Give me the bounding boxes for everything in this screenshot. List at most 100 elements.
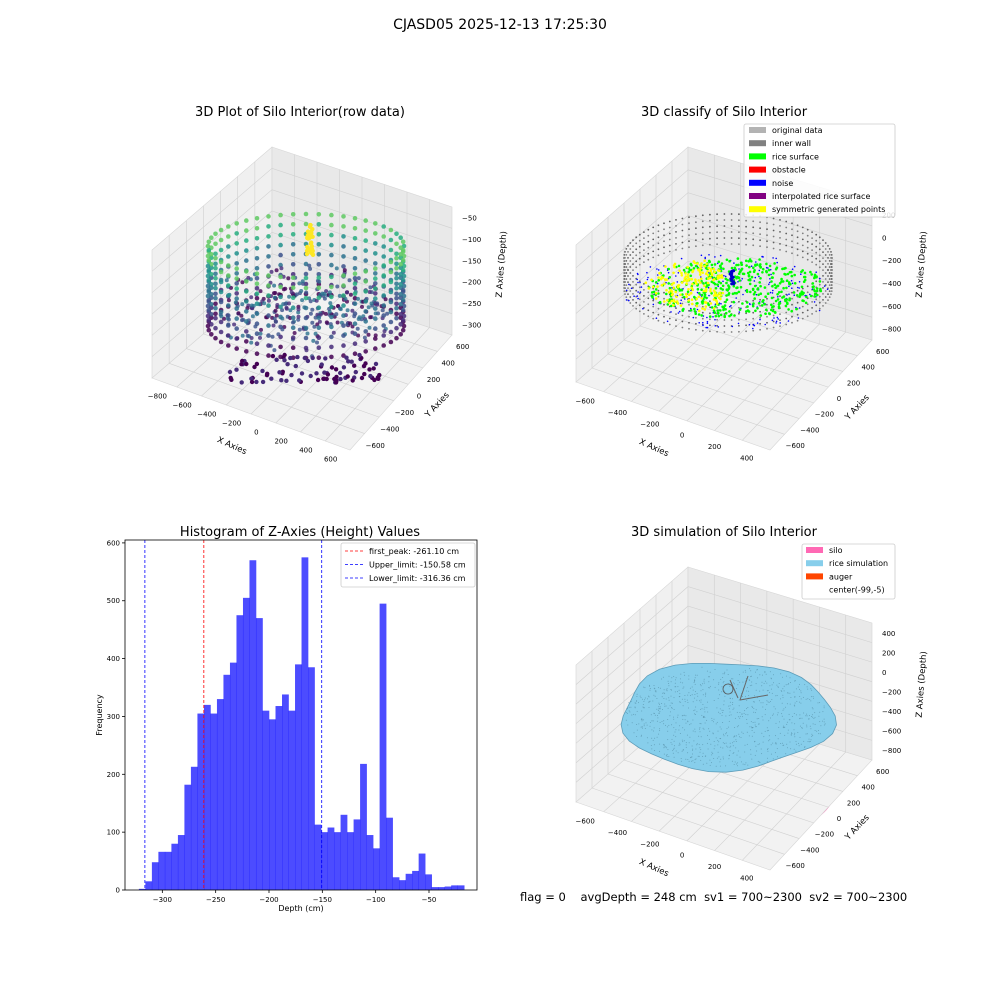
surface-grid-dot bbox=[685, 758, 687, 760]
legend-label: Lower_limit: -316.36 cm bbox=[369, 574, 466, 583]
surface-grid-dot bbox=[648, 701, 650, 703]
symmetric-point bbox=[670, 299, 673, 303]
data-point bbox=[234, 276, 239, 281]
surface-grid-dot bbox=[814, 716, 816, 718]
rice-surface-point bbox=[781, 280, 785, 283]
surface-grid-dot bbox=[729, 711, 731, 713]
surface-grid-dot bbox=[823, 707, 825, 709]
data-point bbox=[381, 224, 387, 229]
surface-grid-dot bbox=[746, 708, 748, 710]
data-point bbox=[284, 306, 289, 311]
surface-grid-dot bbox=[644, 697, 646, 699]
data-point bbox=[329, 324, 334, 330]
rice-surface-point bbox=[696, 287, 700, 291]
surface-grid-dot bbox=[659, 687, 661, 689]
data-point bbox=[350, 378, 355, 383]
inner-wall-point bbox=[745, 231, 747, 234]
inner-wall-point bbox=[830, 290, 833, 292]
inner-wall-point bbox=[657, 295, 660, 298]
z-tick-label: −50 bbox=[462, 215, 477, 223]
data-point bbox=[343, 296, 348, 301]
symmetric-point bbox=[718, 292, 721, 295]
rice-surface-point bbox=[726, 289, 729, 292]
rice-surface-point bbox=[707, 259, 711, 263]
inner-wall-point bbox=[772, 241, 775, 244]
data-point bbox=[341, 244, 346, 249]
symmetric-point bbox=[699, 264, 702, 267]
z-axis-label: Z Axies (Depth) bbox=[495, 231, 510, 298]
rice-surface-point bbox=[732, 300, 735, 304]
surface-grid-dot bbox=[752, 722, 754, 723]
data-point bbox=[244, 361, 249, 367]
surface-grid-dot bbox=[692, 760, 694, 762]
surface-grid-dot bbox=[775, 735, 776, 737]
data-point bbox=[300, 298, 305, 303]
data-point bbox=[282, 358, 287, 363]
inner-wall-point bbox=[716, 324, 718, 327]
noise-point bbox=[791, 268, 794, 271]
inner-wall-point bbox=[695, 227, 697, 230]
data-point bbox=[352, 266, 358, 271]
surface-grid-dot bbox=[742, 732, 744, 734]
surface-grid-dot bbox=[777, 738, 779, 740]
symmetric-point bbox=[704, 301, 708, 304]
surface-grid-dot bbox=[742, 696, 743, 697]
data-point bbox=[278, 274, 283, 280]
surface-grid-dot bbox=[663, 720, 665, 722]
surface-grid-dot bbox=[675, 679, 676, 681]
rice-surface-point bbox=[724, 277, 728, 281]
inner-wall-point bbox=[738, 330, 740, 333]
inner-wall-point bbox=[811, 243, 813, 246]
data-point bbox=[305, 358, 311, 364]
surface-grid-dot bbox=[673, 718, 675, 720]
data-point bbox=[324, 376, 329, 382]
symmetric-point bbox=[705, 262, 708, 266]
surface-grid-dot bbox=[749, 726, 751, 728]
surface-grid-dot bbox=[668, 756, 670, 758]
z-tick-label: −800 bbox=[882, 747, 901, 755]
inner-wall-point bbox=[738, 225, 740, 228]
inner-wall-point bbox=[681, 217, 684, 220]
data-point bbox=[245, 306, 250, 311]
surface-grid-dot bbox=[783, 685, 785, 687]
data-point bbox=[323, 311, 328, 316]
data-point bbox=[288, 308, 293, 313]
z-tick-label: −400 bbox=[882, 280, 901, 288]
surface-grid-dot bbox=[782, 697, 784, 699]
surface-grid-dot bbox=[652, 720, 654, 722]
data-point bbox=[316, 212, 322, 217]
data-point bbox=[394, 231, 399, 237]
noise-point bbox=[777, 318, 779, 320]
data-point bbox=[363, 248, 369, 253]
data-point bbox=[373, 311, 378, 316]
inner-wall-point bbox=[623, 278, 626, 280]
rice-surface-point bbox=[698, 292, 701, 295]
surface-grid-dot bbox=[681, 739, 683, 741]
noise-point bbox=[800, 273, 802, 276]
surface-grid-dot bbox=[752, 701, 754, 703]
rice-surface-point bbox=[773, 262, 776, 265]
surface-grid-dot bbox=[694, 677, 696, 679]
surface-grid-dot bbox=[641, 720, 643, 722]
surface-grid-dot bbox=[709, 730, 711, 732]
histogram-bar bbox=[438, 887, 445, 890]
data-point bbox=[335, 320, 340, 325]
surface-grid-dot bbox=[751, 681, 753, 683]
data-point bbox=[226, 273, 231, 278]
surface-grid-dot bbox=[702, 683, 704, 685]
inner-wall-point bbox=[811, 237, 813, 240]
surface-grid-dot bbox=[779, 732, 781, 734]
surface-grid-dot bbox=[636, 724, 638, 725]
inner-wall-point bbox=[830, 257, 832, 259]
noise-point bbox=[772, 257, 774, 259]
surface-grid-dot bbox=[677, 686, 679, 688]
data-point bbox=[266, 323, 271, 328]
surface-grid-dot bbox=[785, 706, 786, 708]
surface-grid-dot bbox=[790, 734, 792, 736]
inner-wall-point bbox=[738, 231, 740, 234]
inner-wall-point bbox=[745, 312, 747, 315]
legend-swatch bbox=[749, 206, 766, 213]
inner-wall-point bbox=[785, 220, 788, 223]
surface-grid-dot bbox=[807, 741, 809, 743]
rice-surface-point bbox=[737, 276, 741, 280]
